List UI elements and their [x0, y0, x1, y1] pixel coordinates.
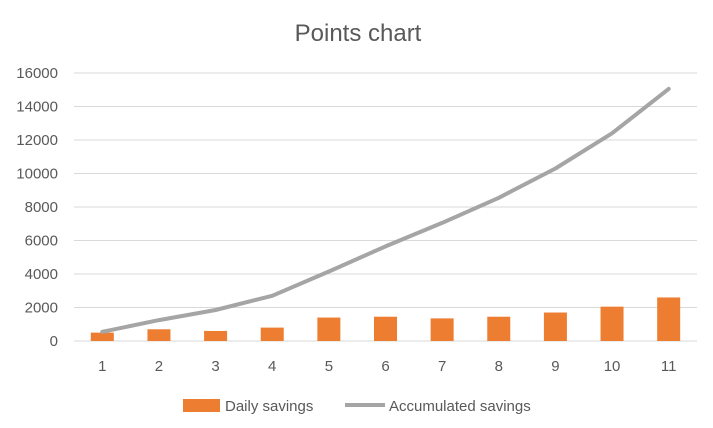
y-tick-label: 0: [50, 333, 58, 350]
daily-savings-bar-11: [657, 297, 681, 341]
legend-daily-savings-label: Daily savings: [225, 398, 313, 415]
legend-daily-savings-swatch: [183, 399, 220, 412]
x-tick-label: 11: [661, 358, 677, 375]
daily-savings-bar-1: [90, 332, 114, 341]
legend: Daily savings Accumulated savings: [183, 398, 531, 415]
y-tick-label: 2000: [25, 300, 58, 317]
daily-savings-bar-6: [374, 316, 397, 341]
y-axis-tick-labels: 0 2000 4000 6000 8000 10000 12000 14000 16000: [16, 65, 58, 350]
y-tick-label: 4000: [25, 266, 58, 283]
x-tick-label: 1: [98, 358, 106, 375]
daily-savings-bar-9: [543, 312, 567, 341]
y-tick-label: 8000: [25, 199, 58, 216]
x-tick-label: 7: [438, 358, 446, 375]
daily-savings-bar-10: [600, 306, 624, 341]
accumulated-savings-line-group: [100, 86, 671, 334]
x-tick-label: 4: [268, 358, 276, 375]
y-tick-label: 10000: [16, 166, 58, 183]
daily-savings-bar-5: [317, 317, 341, 341]
x-tick-label: 8: [495, 358, 503, 375]
gridlines: [74, 72, 697, 342]
y-tick-label: 12000: [16, 132, 58, 149]
chart-title: Points chart: [295, 20, 422, 47]
accumulated-savings-line: [100, 86, 671, 334]
daily-savings-bar-4: [260, 327, 284, 341]
x-tick-label: 9: [551, 358, 559, 375]
y-tick-label: 16000: [16, 65, 58, 82]
y-tick-label: 6000: [25, 233, 58, 250]
x-tick-label: 3: [211, 358, 219, 375]
x-axis-tick-labels: 1 2 3 4 5 6 7 8 9 10 11: [98, 358, 676, 375]
daily-savings-bar-2: [147, 329, 171, 341]
daily-savings-bar-7: [430, 318, 454, 341]
daily-savings-bar-3: [204, 330, 228, 341]
x-tick-label: 5: [325, 358, 333, 375]
daily-savings-bars: [90, 297, 681, 341]
x-tick-label: 6: [381, 358, 389, 375]
x-tick-label: 10: [604, 358, 621, 375]
x-tick-label: 2: [155, 358, 163, 375]
y-tick-label: 14000: [16, 99, 58, 116]
daily-savings-bar-8: [487, 316, 511, 341]
legend-accumulated-savings-label: Accumulated savings: [389, 398, 531, 415]
